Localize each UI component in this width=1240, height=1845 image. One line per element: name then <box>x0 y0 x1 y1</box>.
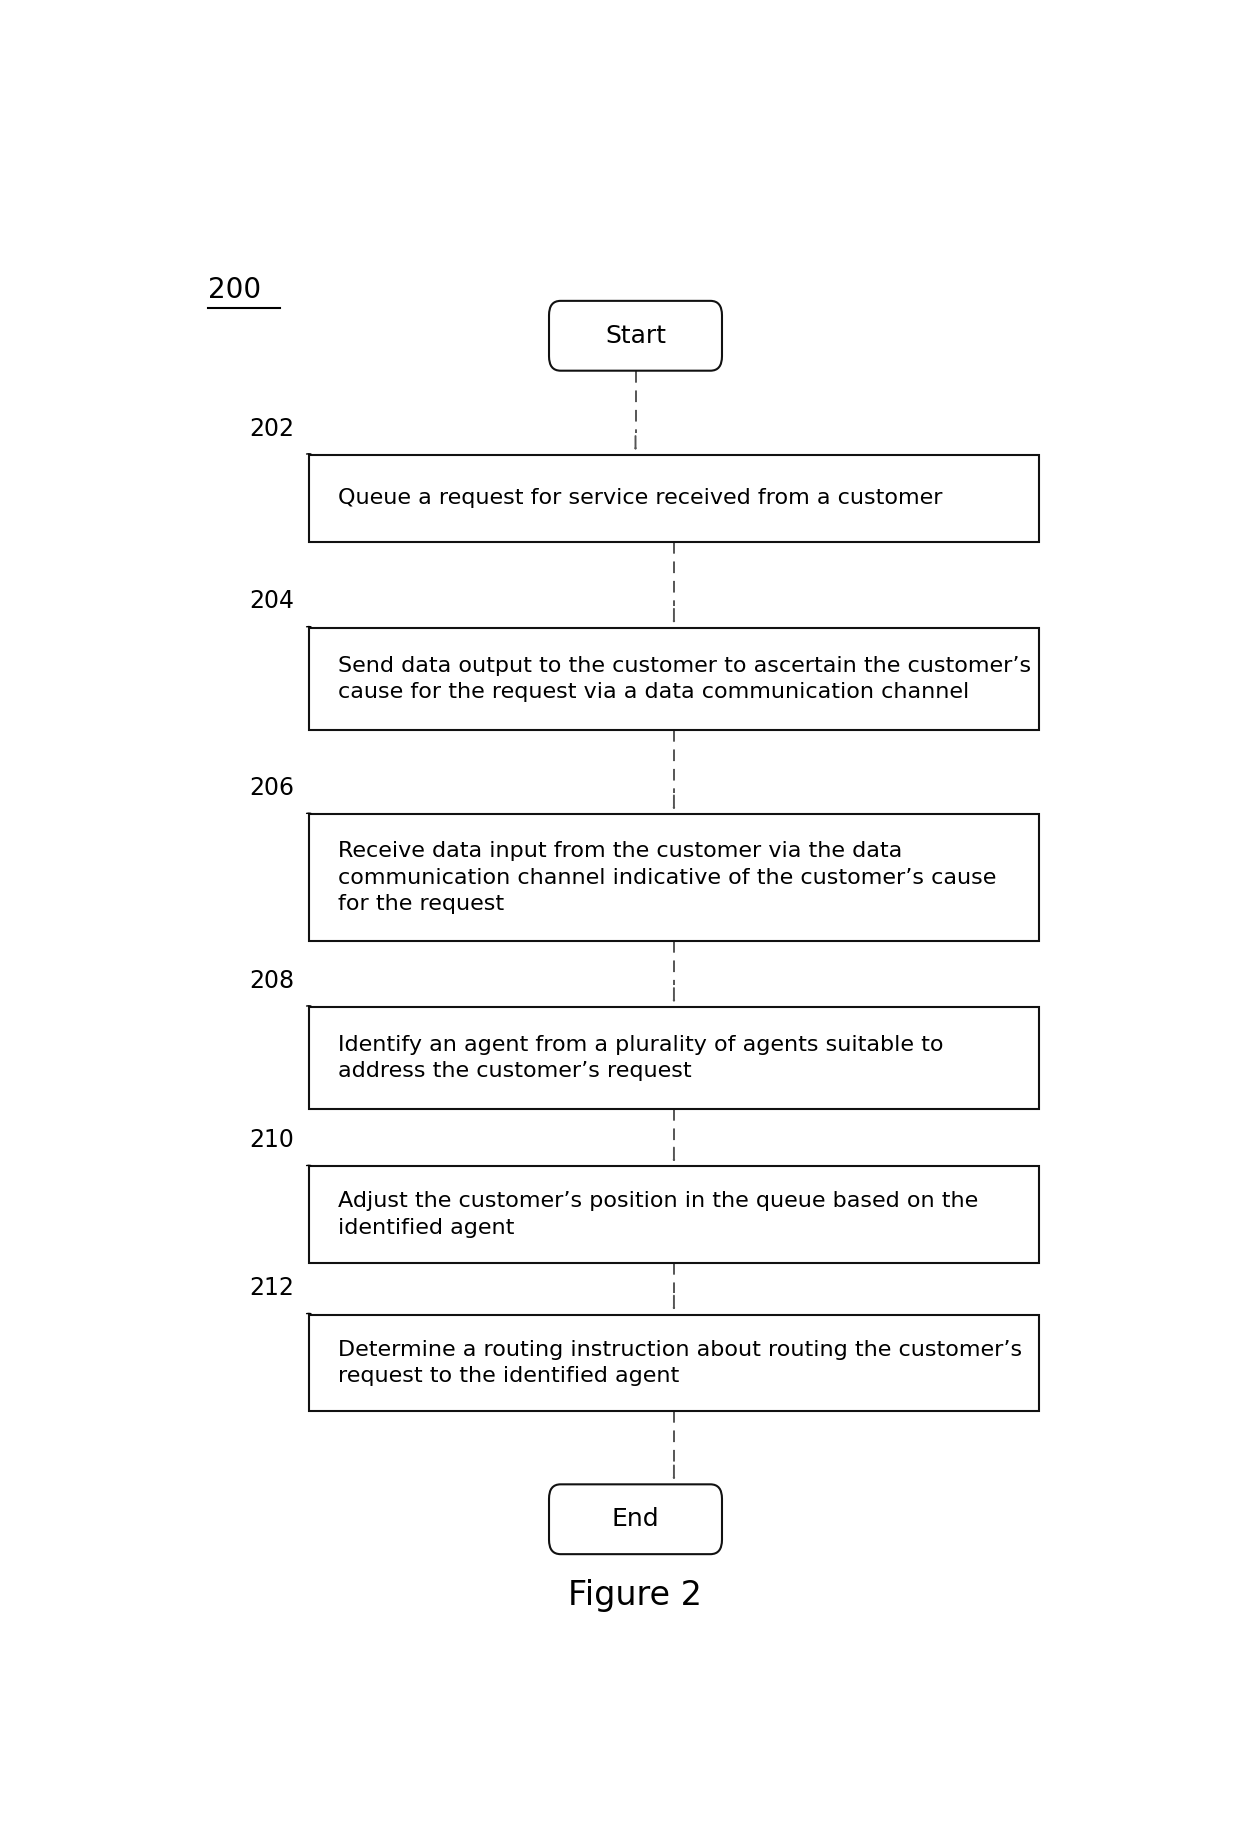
Text: Queue a request for service received from a customer: Queue a request for service received fro… <box>337 489 942 509</box>
Text: Figure 2: Figure 2 <box>568 1579 703 1613</box>
Text: 210: 210 <box>249 1127 294 1151</box>
Bar <box>309 814 1039 941</box>
Bar <box>309 1166 1039 1262</box>
Text: Start: Start <box>605 323 666 347</box>
Bar <box>309 1007 1039 1109</box>
Text: Receive data input from the customer via the data
communication channel indicati: Receive data input from the customer via… <box>337 841 996 913</box>
FancyBboxPatch shape <box>549 301 722 371</box>
Text: 204: 204 <box>249 589 294 613</box>
Text: 212: 212 <box>249 1277 294 1301</box>
Text: 200: 200 <box>208 275 260 304</box>
Text: Send data output to the customer to ascertain the customer’s
cause for the reque: Send data output to the customer to asce… <box>337 655 1030 703</box>
Text: 206: 206 <box>249 777 294 801</box>
Text: 208: 208 <box>249 969 294 993</box>
Text: End: End <box>611 1507 660 1531</box>
Text: Adjust the customer’s position in the queue based on the
identified agent: Adjust the customer’s position in the qu… <box>337 1192 978 1238</box>
Bar <box>309 1315 1039 1411</box>
Bar <box>309 627 1039 731</box>
Text: Identify an agent from a plurality of agents suitable to
address the customer’s : Identify an agent from a plurality of ag… <box>337 1035 944 1081</box>
Bar <box>309 456 1039 542</box>
Text: 202: 202 <box>249 417 294 441</box>
Text: Determine a routing instruction about routing the customer’s
request to the iden: Determine a routing instruction about ro… <box>337 1339 1022 1386</box>
FancyBboxPatch shape <box>549 1485 722 1553</box>
